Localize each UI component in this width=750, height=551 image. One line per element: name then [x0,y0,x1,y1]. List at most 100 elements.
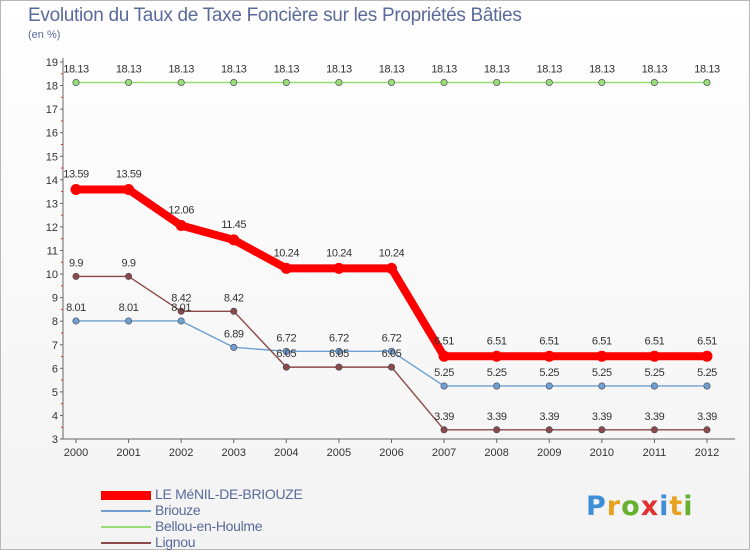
x-tick-label: 2007 [432,447,456,459]
data-label: 11.45 [221,219,246,231]
data-point [72,272,80,280]
data-point [703,78,711,86]
data-label: 8.42 [224,292,244,304]
data-point [175,220,187,232]
data-label: 6.72 [382,332,402,344]
data-label: 6.51 [434,335,454,347]
data-label: 5.25 [539,367,559,379]
legend-label: Lignou [155,534,196,550]
data-point [543,350,555,362]
data-label: 5.25 [434,367,454,379]
y-tick-label: 10 [46,269,58,281]
x-tick-label: 2004 [274,447,298,459]
data-label: 5.25 [697,367,717,379]
data-label: 6.72 [329,332,349,344]
data-point [70,183,82,195]
data-label: 9.9 [122,257,136,269]
data-label: 3.39 [487,411,507,423]
y-tick-label: 12 [46,222,58,234]
data-label: 10.24 [379,247,405,259]
data-label: 6.51 [697,335,717,347]
legend-swatch [101,510,151,512]
data-label: 13.59 [116,168,142,180]
data-point [125,272,133,280]
data-label: 18.13 [116,63,142,75]
x-tick-label: 2001 [116,447,140,459]
data-label: 18.13 [63,63,89,75]
data-point [650,382,658,390]
data-point [491,350,503,362]
unit-label: (en %) [28,29,61,41]
data-label: 6.05 [329,348,349,360]
x-tick-label: 2009 [537,447,561,459]
data-point [650,426,658,434]
legend-swatch [101,490,151,500]
data-point [125,317,133,325]
data-label: 18.13 [642,63,668,75]
data-point [701,350,713,362]
data-label: 6.89 [224,328,244,340]
data-label: 18.13 [536,63,562,75]
data-label: 18.13 [589,63,615,75]
data-point [493,382,501,390]
data-label: 5.25 [645,367,665,379]
data-label: 18.13 [274,63,300,75]
data-point [493,426,501,434]
data-point [72,317,80,325]
data-label: 8.01 [119,302,139,314]
data-label: 18.13 [221,63,247,75]
legend-label: LE MéNIL-DE-BRIOUZE [155,486,303,502]
data-point [177,317,185,325]
data-label: 6.51 [592,335,612,347]
data-label: 18.13 [168,63,194,75]
data-point [545,78,553,86]
data-label: 6.72 [276,332,296,344]
data-point [440,78,448,86]
data-point [335,347,343,355]
data-point [493,78,501,86]
data-label: 9.9 [69,257,83,269]
legend-swatch [101,542,151,544]
data-point [230,343,238,351]
data-point [177,307,185,315]
data-point [598,426,606,434]
data-point [282,363,290,371]
y-tick-label: 8 [52,316,58,328]
data-label: 6.05 [276,348,296,360]
y-tick-label: 14 [46,175,58,187]
data-point [282,78,290,86]
data-label: 18.13 [431,63,457,75]
data-label: 5.25 [487,367,507,379]
y-tick-label: 6 [52,363,58,375]
data-label: 18.13 [694,63,720,75]
data-point [387,78,395,86]
data-point [650,78,658,86]
data-label: 18.13 [379,63,405,75]
x-tick-label: 2010 [590,447,614,459]
data-point [125,78,133,86]
y-tick-label: 7 [52,340,58,352]
y-tick-label: 3 [52,434,58,446]
data-point [648,350,660,362]
data-label: 6.51 [645,335,665,347]
data-point [703,426,711,434]
y-tick-label: 16 [46,128,58,140]
x-tick-label: 2002 [169,447,193,459]
data-label: 6.51 [487,335,507,347]
data-label: 13.59 [63,168,89,180]
data-label: 10.24 [326,247,352,259]
data-label: 18.13 [326,63,352,75]
data-point [280,262,292,274]
y-tick-label: 11 [47,246,58,258]
data-point [335,363,343,371]
data-label: 3.39 [434,411,454,423]
data-label: 3.39 [697,411,717,423]
data-point [72,78,80,86]
y-tick-label: 9 [52,293,58,305]
x-tick-label: 2011 [643,447,667,459]
y-tick-label: 15 [46,151,58,163]
x-tick-label: 2000 [64,447,88,459]
data-point [177,78,185,86]
data-point [545,382,553,390]
data-point [230,78,238,86]
